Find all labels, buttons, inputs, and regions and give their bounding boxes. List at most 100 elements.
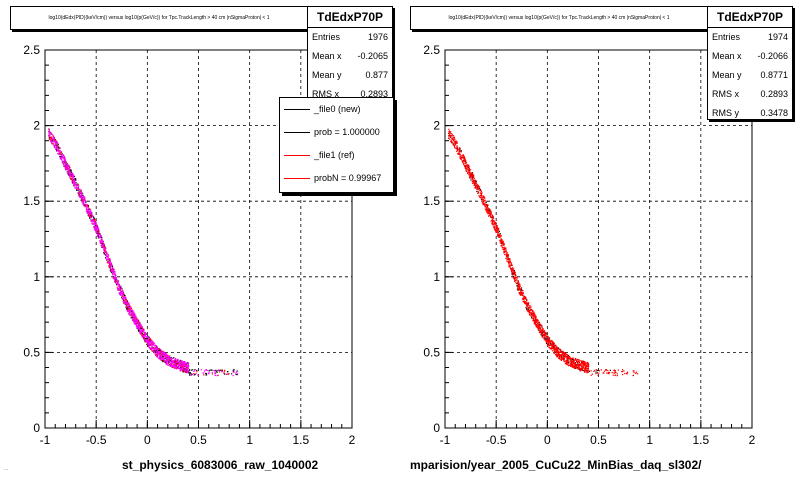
data-point: [74, 180, 76, 182]
data-point: [565, 353, 568, 355]
data-point: [100, 240, 102, 242]
data-point: [474, 186, 476, 189]
data-point: [173, 361, 175, 363]
data-point: [505, 255, 507, 257]
data-point: [507, 255, 510, 257]
data-point: [583, 361, 585, 364]
data-point: [169, 358, 171, 361]
data-point: [90, 220, 92, 222]
data-point: [119, 288, 121, 291]
data-point: [608, 372, 610, 374]
data-point: [227, 370, 229, 373]
data-point: [72, 178, 75, 180]
data-point: [105, 257, 107, 259]
data-point: [476, 188, 478, 190]
data-point: [181, 368, 183, 371]
data-point: [475, 180, 477, 182]
data-point: [52, 144, 54, 146]
data-point: [130, 306, 132, 309]
x-tick-label: -0.5: [486, 433, 507, 447]
data-point: [127, 304, 130, 306]
data-point: [101, 243, 103, 245]
data-point: [535, 325, 538, 328]
data-point: [578, 368, 581, 371]
y-tick-label: 2: [433, 119, 440, 133]
data-point: [464, 161, 466, 163]
data-point: [211, 373, 214, 375]
data-point: [514, 276, 516, 278]
data-point: [511, 264, 513, 266]
data-point: [156, 351, 158, 354]
data-point: [490, 216, 492, 219]
data-point: [532, 319, 534, 322]
data-point: [95, 225, 97, 227]
data-point: [491, 215, 493, 217]
data-point: [510, 262, 512, 264]
data-point: [172, 366, 174, 368]
data-point: [208, 372, 210, 374]
data-point: [197, 374, 199, 376]
data-point: [68, 169, 71, 171]
data-point: [477, 191, 479, 193]
data-point: [50, 141, 52, 143]
data-point: [553, 347, 555, 350]
data-point: [174, 366, 176, 368]
data-point: [633, 370, 635, 372]
data-point: [80, 192, 82, 194]
data-point: [573, 366, 575, 368]
data-point: [614, 369, 616, 372]
data-point: [504, 251, 506, 253]
data-point: [469, 171, 471, 173]
data-point: [133, 313, 135, 315]
data-point: [236, 373, 238, 376]
data-point: [614, 371, 616, 373]
data-point: [544, 334, 547, 336]
data-point: [82, 195, 85, 197]
data-point: [564, 354, 566, 356]
data-point: [588, 370, 591, 372]
data-point: [54, 140, 56, 142]
data-point: [128, 310, 130, 312]
data-point: [153, 352, 155, 354]
data-point: [582, 361, 584, 364]
data-point: [452, 143, 454, 145]
data-point: [496, 225, 498, 227]
data-point: [518, 288, 520, 291]
data-point: [151, 346, 153, 348]
data-point: [92, 221, 94, 223]
data-point: [141, 330, 143, 332]
data-point: [553, 352, 555, 354]
data-point: [545, 333, 547, 335]
data-point: [72, 182, 74, 185]
data-point: [113, 268, 115, 270]
data-point: [532, 315, 534, 317]
data-point: [148, 337, 151, 339]
data-point: [85, 201, 87, 203]
data-point: [81, 197, 83, 199]
data-point: [517, 279, 519, 282]
data-point: [453, 140, 455, 142]
data-point: [461, 156, 463, 159]
y-tick-label: 2.5: [423, 43, 440, 57]
data-point: [115, 279, 117, 281]
data-point: [580, 364, 582, 366]
data-point: [83, 196, 85, 198]
data-point: [516, 277, 518, 279]
data-point: [235, 371, 238, 373]
data-point: [543, 331, 545, 333]
data-point: [133, 321, 135, 323]
data-point: [503, 243, 505, 245]
data-point: [184, 363, 186, 366]
data-point: [562, 358, 564, 361]
data-point: [128, 312, 130, 314]
data-point: [96, 225, 98, 227]
data-point: [145, 337, 147, 340]
data-point: [489, 216, 491, 218]
data-point: [118, 285, 120, 288]
data-point: [181, 366, 183, 369]
data-point: [448, 137, 450, 139]
data-point: [125, 299, 127, 301]
data-point: [93, 216, 95, 218]
data-point: [566, 364, 569, 366]
data-point: [113, 273, 115, 275]
